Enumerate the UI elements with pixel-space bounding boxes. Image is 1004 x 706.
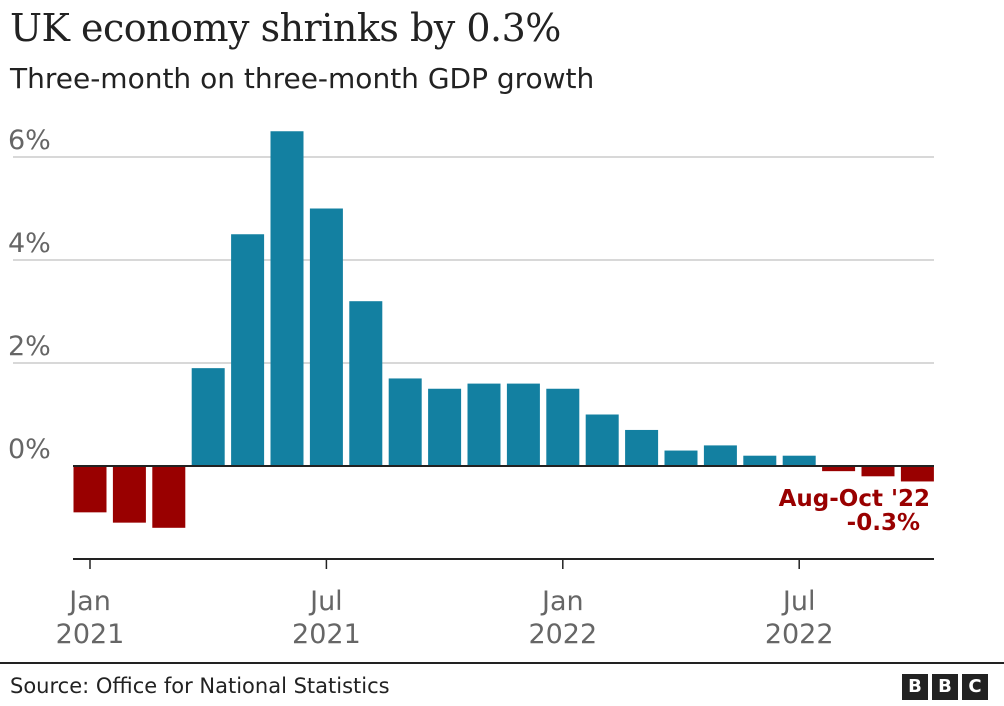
x-tick-label-12-line1: Jan: [540, 586, 584, 617]
bbc-logo: B B C: [902, 674, 988, 700]
bbc-logo-block-1: B: [902, 674, 928, 700]
annotation-0-line2: -0.3%: [847, 510, 920, 536]
x-tick-label-18-line1: Jul: [781, 586, 816, 617]
x-tick-label-6-line2: 2021: [292, 619, 361, 650]
labels: 6%4%2%0%Jan2021Jul2021Jan2022Jul2022Aug-…: [8, 125, 930, 650]
chart-subtitle: Three-month on three-month GDP growth: [10, 62, 595, 95]
bar-1: [112, 466, 146, 523]
x-tick-label-0-line2: 2021: [56, 619, 125, 650]
bar-18: [782, 455, 816, 466]
bar-11: [506, 383, 540, 466]
bar-12: [546, 388, 580, 466]
bar-9: [428, 388, 462, 466]
chart-title: UK economy shrinks by 0.3%: [10, 6, 561, 50]
bar-20: [861, 466, 895, 477]
bar-19: [822, 466, 856, 472]
bar-14: [625, 429, 659, 466]
bar-0: [73, 466, 107, 513]
bar-15: [664, 450, 698, 466]
source-note: Source: Office for National Statistics: [10, 674, 390, 698]
axes: [73, 465, 934, 569]
bar-2: [152, 466, 186, 528]
bar-8: [388, 378, 422, 466]
bar-4: [231, 234, 265, 466]
bbc-logo-block-2: B: [932, 674, 958, 700]
gdp-bar-chart: 6%4%2%0%Jan2021Jul2021Jan2022Jul2022Aug-…: [8, 125, 934, 650]
y-tick-label-2: 2%: [8, 331, 51, 362]
x-tick-label-18-line2: 2022: [765, 619, 834, 650]
annotation-0-line1: Aug-Oct '22: [779, 486, 930, 512]
bar-21: [900, 466, 934, 482]
bar-10: [467, 383, 501, 466]
x-tick-label-12-line2: 2022: [528, 619, 597, 650]
bar-5: [270, 131, 304, 466]
bbc-logo-block-3: C: [962, 674, 988, 700]
x-tick-label-0-line1: Jan: [67, 586, 111, 617]
y-tick-label-4: 4%: [8, 228, 51, 259]
x-tick-label-6-line1: Jul: [308, 586, 343, 617]
y-tick-label-0: 0%: [8, 434, 51, 465]
bar-3: [191, 368, 225, 466]
bar-13: [585, 414, 619, 466]
bar-7: [349, 301, 383, 466]
y-tick-label-6: 6%: [8, 125, 51, 156]
bar-17: [743, 455, 777, 466]
grid-lines: [13, 156, 934, 364]
bar-16: [703, 445, 737, 466]
bars: [73, 131, 934, 528]
footer-divider: [0, 662, 1004, 664]
bar-6: [309, 208, 343, 466]
